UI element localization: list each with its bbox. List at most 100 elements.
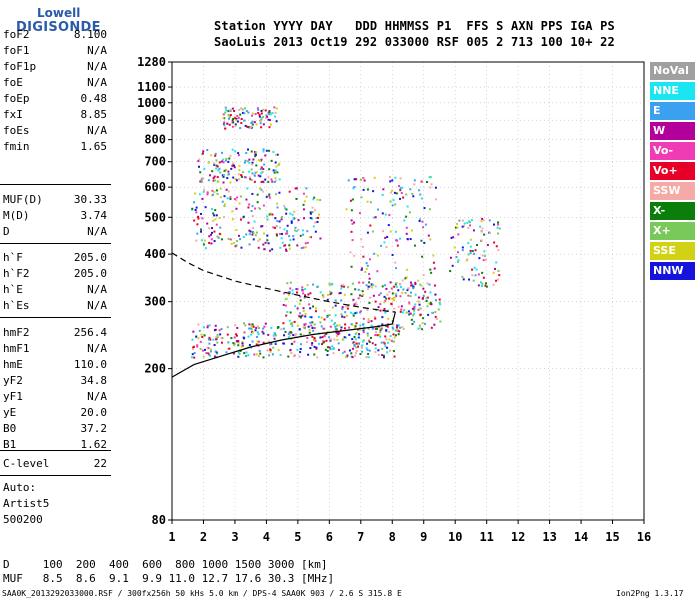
echo-point — [470, 219, 473, 222]
echo-point — [309, 212, 312, 215]
echo-point — [233, 109, 236, 112]
parameter-label: hmF2 — [3, 326, 30, 339]
echo-point — [255, 164, 258, 167]
echo-point — [264, 241, 267, 244]
echo-point — [234, 150, 237, 153]
parameter-label: M(D) — [3, 209, 30, 222]
echo-point — [284, 244, 287, 247]
legend-item: NNW — [650, 262, 695, 280]
echo-point — [257, 327, 260, 330]
echo-point — [357, 288, 360, 291]
echo-point — [354, 325, 357, 328]
echo-point — [261, 225, 264, 228]
y-tick-label: 1000 — [137, 96, 166, 110]
echo-point — [421, 322, 424, 325]
echo-point — [298, 302, 301, 305]
echo-point — [350, 230, 353, 233]
echo-point — [259, 168, 262, 171]
echo-point — [368, 281, 371, 284]
legend-item: Vo- — [650, 142, 695, 160]
echo-point — [483, 250, 486, 253]
echo-point — [271, 180, 274, 183]
echo-point — [463, 222, 466, 225]
echo-point — [232, 164, 235, 167]
echo-point — [236, 120, 239, 123]
y-ticks: 80 200 300 400 500 600 700 800 900 1000 1100 1280 — [137, 55, 172, 527]
echo-point — [249, 327, 252, 330]
echo-point — [316, 356, 319, 359]
y-tick-label: 400 — [144, 247, 166, 261]
echo-point — [294, 229, 297, 232]
echo-point — [424, 322, 427, 325]
echo-point — [383, 341, 386, 344]
echo-point — [345, 355, 348, 358]
echo-point — [357, 333, 360, 336]
echo-point — [352, 298, 355, 301]
echo-point — [368, 341, 371, 344]
echo-point — [257, 159, 260, 162]
x-tick-label: 3 — [231, 530, 238, 544]
echo-point — [359, 310, 362, 313]
echo-point — [393, 336, 396, 339]
echo-point — [227, 114, 230, 117]
echo-point — [294, 226, 297, 229]
echo-point — [329, 290, 332, 293]
echo-point — [267, 333, 270, 336]
echo-point — [257, 108, 260, 111]
echo-point — [360, 238, 363, 241]
echo-point — [237, 340, 240, 343]
echo-point — [256, 201, 259, 204]
echo-point — [282, 304, 285, 307]
echo-point — [239, 349, 242, 352]
echo-point — [247, 335, 250, 338]
echo-point — [217, 180, 220, 183]
echo-point — [282, 244, 285, 247]
echo-point — [406, 289, 409, 292]
echo-point — [270, 178, 273, 181]
echo-point — [348, 333, 351, 336]
echo-point — [465, 259, 468, 262]
echo-point — [264, 109, 267, 112]
echo-point — [310, 343, 313, 346]
echo-point — [453, 246, 456, 249]
echo-point — [257, 340, 260, 343]
parameter-label: MUF(D) — [3, 193, 43, 206]
echo-point — [304, 242, 307, 245]
artist-label: Artist5 — [3, 497, 50, 510]
profile-dashed-trace — [171, 252, 396, 313]
echo-point — [256, 331, 259, 334]
echo-point — [421, 297, 424, 300]
echo-point — [358, 294, 361, 297]
echo-point — [315, 347, 318, 350]
echo-point — [471, 274, 474, 277]
echo-point — [276, 153, 279, 156]
echo-point — [331, 345, 334, 348]
echo-point — [266, 215, 269, 218]
echo-point — [353, 178, 356, 181]
echo-point — [227, 160, 230, 163]
echo-point — [290, 342, 293, 345]
echo-point — [251, 205, 254, 208]
echo-point — [362, 339, 365, 342]
echo-point — [242, 236, 245, 239]
echo-point — [225, 157, 228, 160]
echo-point — [392, 297, 395, 300]
echo-point — [262, 356, 265, 359]
echo-point — [246, 160, 249, 163]
echo-point — [278, 178, 281, 181]
parameter-value: N/A — [87, 44, 107, 57]
echo-point — [368, 349, 371, 352]
echo-point — [422, 226, 425, 229]
echo-point — [312, 225, 315, 228]
echo-point — [261, 171, 264, 174]
echo-point — [413, 183, 416, 186]
echo-point — [262, 150, 265, 153]
echo-point — [262, 243, 265, 246]
echo-point — [292, 218, 295, 221]
echo-point — [383, 241, 386, 244]
echo-point — [197, 217, 200, 220]
echo-point — [373, 176, 376, 179]
echo-point — [361, 245, 364, 248]
echo-point — [454, 226, 457, 229]
echo-point — [379, 309, 382, 312]
